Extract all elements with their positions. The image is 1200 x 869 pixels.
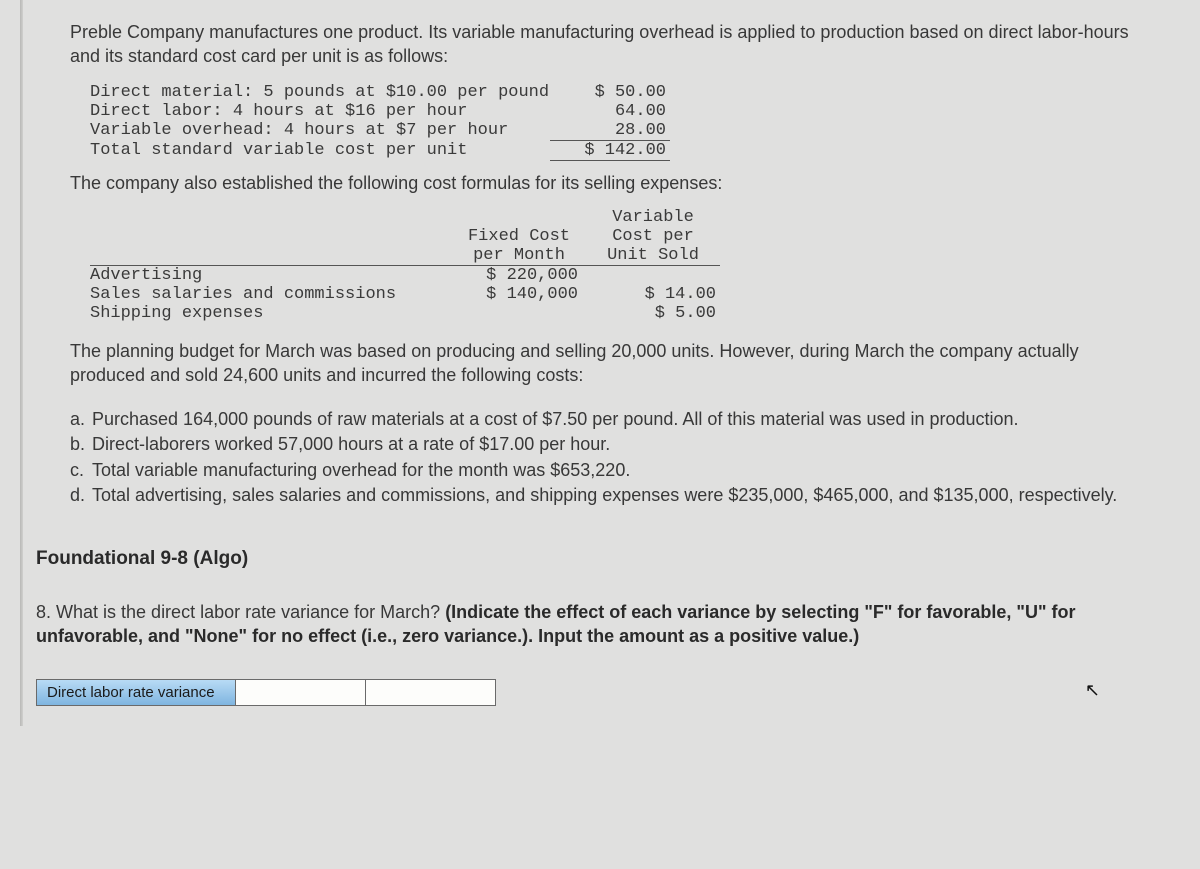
list-item: b. Direct-laborers worked 57,000 hours a… — [70, 432, 1150, 457]
variance-effect-select[interactable] — [366, 679, 496, 706]
list-text: Total advertising, sales salaries and co… — [92, 483, 1150, 508]
selling-row-label: Sales salaries and commissions — [90, 285, 460, 304]
stdcost-label: Direct labor: 4 hours at $16 per hour — [90, 102, 550, 121]
selling-col1-head-l2: per Month — [460, 246, 590, 266]
list-item: c. Total variable manufacturing overhead… — [70, 458, 1150, 483]
selling-col1-head — [460, 208, 590, 227]
selling-expense-table: Variable Fixed Cost Cost per per Month U… — [90, 208, 1150, 323]
selling-row-fixed — [460, 304, 590, 323]
selling-header-spacer — [90, 208, 460, 227]
stdcost-value: 64.00 — [550, 102, 670, 121]
stdcost-row: Direct material: 5 pounds at $10.00 per … — [90, 83, 1150, 102]
selling-row-var: $ 14.00 — [590, 285, 720, 304]
selling-col2-head-l1: Variable — [590, 208, 720, 227]
selling-row: Shipping expenses $ 5.00 — [90, 304, 1150, 323]
stdcost-label: Direct material: 5 pounds at $10.00 per … — [90, 83, 550, 102]
list-text: Direct-laborers worked 57,000 hours at a… — [92, 432, 1150, 457]
selling-intro-text: The company also established the followi… — [70, 173, 1150, 194]
answer-row: Direct labor rate variance — [36, 679, 1150, 706]
list-item: d. Total advertising, sales salaries and… — [70, 483, 1150, 508]
list-text: Purchased 164,000 pounds of raw material… — [92, 407, 1150, 432]
stdcost-value: $ 50.00 — [550, 83, 670, 102]
question-body: What is the direct labor rate variance f… — [56, 602, 445, 622]
answer-label: Direct labor rate variance — [36, 679, 236, 706]
stdcost-total-row: Total standard variable cost per unit $ … — [90, 141, 1150, 161]
list-marker: d. — [70, 483, 92, 508]
list-marker: a. — [70, 407, 92, 432]
section-title: Foundational 9-8 (Algo) — [36, 548, 1150, 570]
intro-text: Preble Company manufactures one product.… — [70, 20, 1150, 69]
standard-cost-card: Direct material: 5 pounds at $10.00 per … — [90, 83, 1150, 161]
stdcost-row: Variable overhead: 4 hours at $7 per hou… — [90, 121, 1150, 140]
question-number: 8. — [36, 602, 56, 622]
list-item: a. Purchased 164,000 pounds of raw mater… — [70, 407, 1150, 432]
selling-header: Fixed Cost Cost per — [90, 227, 1150, 246]
selling-header: per Month Unit Sold — [90, 246, 1150, 266]
page-left-edge — [20, 0, 23, 726]
selling-row-var: $ 5.00 — [590, 304, 720, 323]
list-text: Total variable manufacturing overhead fo… — [92, 458, 1150, 483]
question-text: 8. What is the direct labor rate varianc… — [36, 600, 1150, 649]
selling-row: Advertising $ 220,000 — [90, 266, 1150, 285]
selling-row-label: Shipping expenses — [90, 304, 460, 323]
stdcost-total-value: $ 142.00 — [550, 141, 670, 161]
selling-header: Variable — [90, 208, 1150, 227]
selling-col2-head-l2: Cost per — [590, 227, 720, 246]
actual-costs-list: a. Purchased 164,000 pounds of raw mater… — [70, 407, 1150, 508]
selling-row: Sales salaries and commissions $ 140,000… — [90, 285, 1150, 304]
selling-col2-head-l3: Unit Sold — [590, 246, 720, 266]
selling-row-fixed: $ 140,000 — [460, 285, 590, 304]
selling-col1-head-l1: Fixed Cost — [460, 227, 590, 246]
list-marker: b. — [70, 432, 92, 457]
list-marker: c. — [70, 458, 92, 483]
planning-text: The planning budget for March was based … — [70, 339, 1150, 388]
stdcost-label: Variable overhead: 4 hours at $7 per hou… — [90, 121, 550, 140]
problem-page: Preble Company manufactures one product.… — [0, 0, 1200, 726]
stdcost-value: 28.00 — [550, 121, 670, 140]
selling-header-spacer — [90, 227, 460, 246]
stdcost-total-label: Total standard variable cost per unit — [90, 141, 550, 161]
selling-row-fixed: $ 220,000 — [460, 266, 590, 285]
selling-row-label: Advertising — [90, 266, 460, 285]
cursor-icon: ↖ — [1085, 680, 1100, 701]
selling-header-rule — [90, 246, 460, 266]
stdcost-row: Direct labor: 4 hours at $16 per hour 64… — [90, 102, 1150, 121]
variance-amount-input[interactable] — [236, 679, 366, 706]
selling-row-var — [590, 266, 720, 285]
